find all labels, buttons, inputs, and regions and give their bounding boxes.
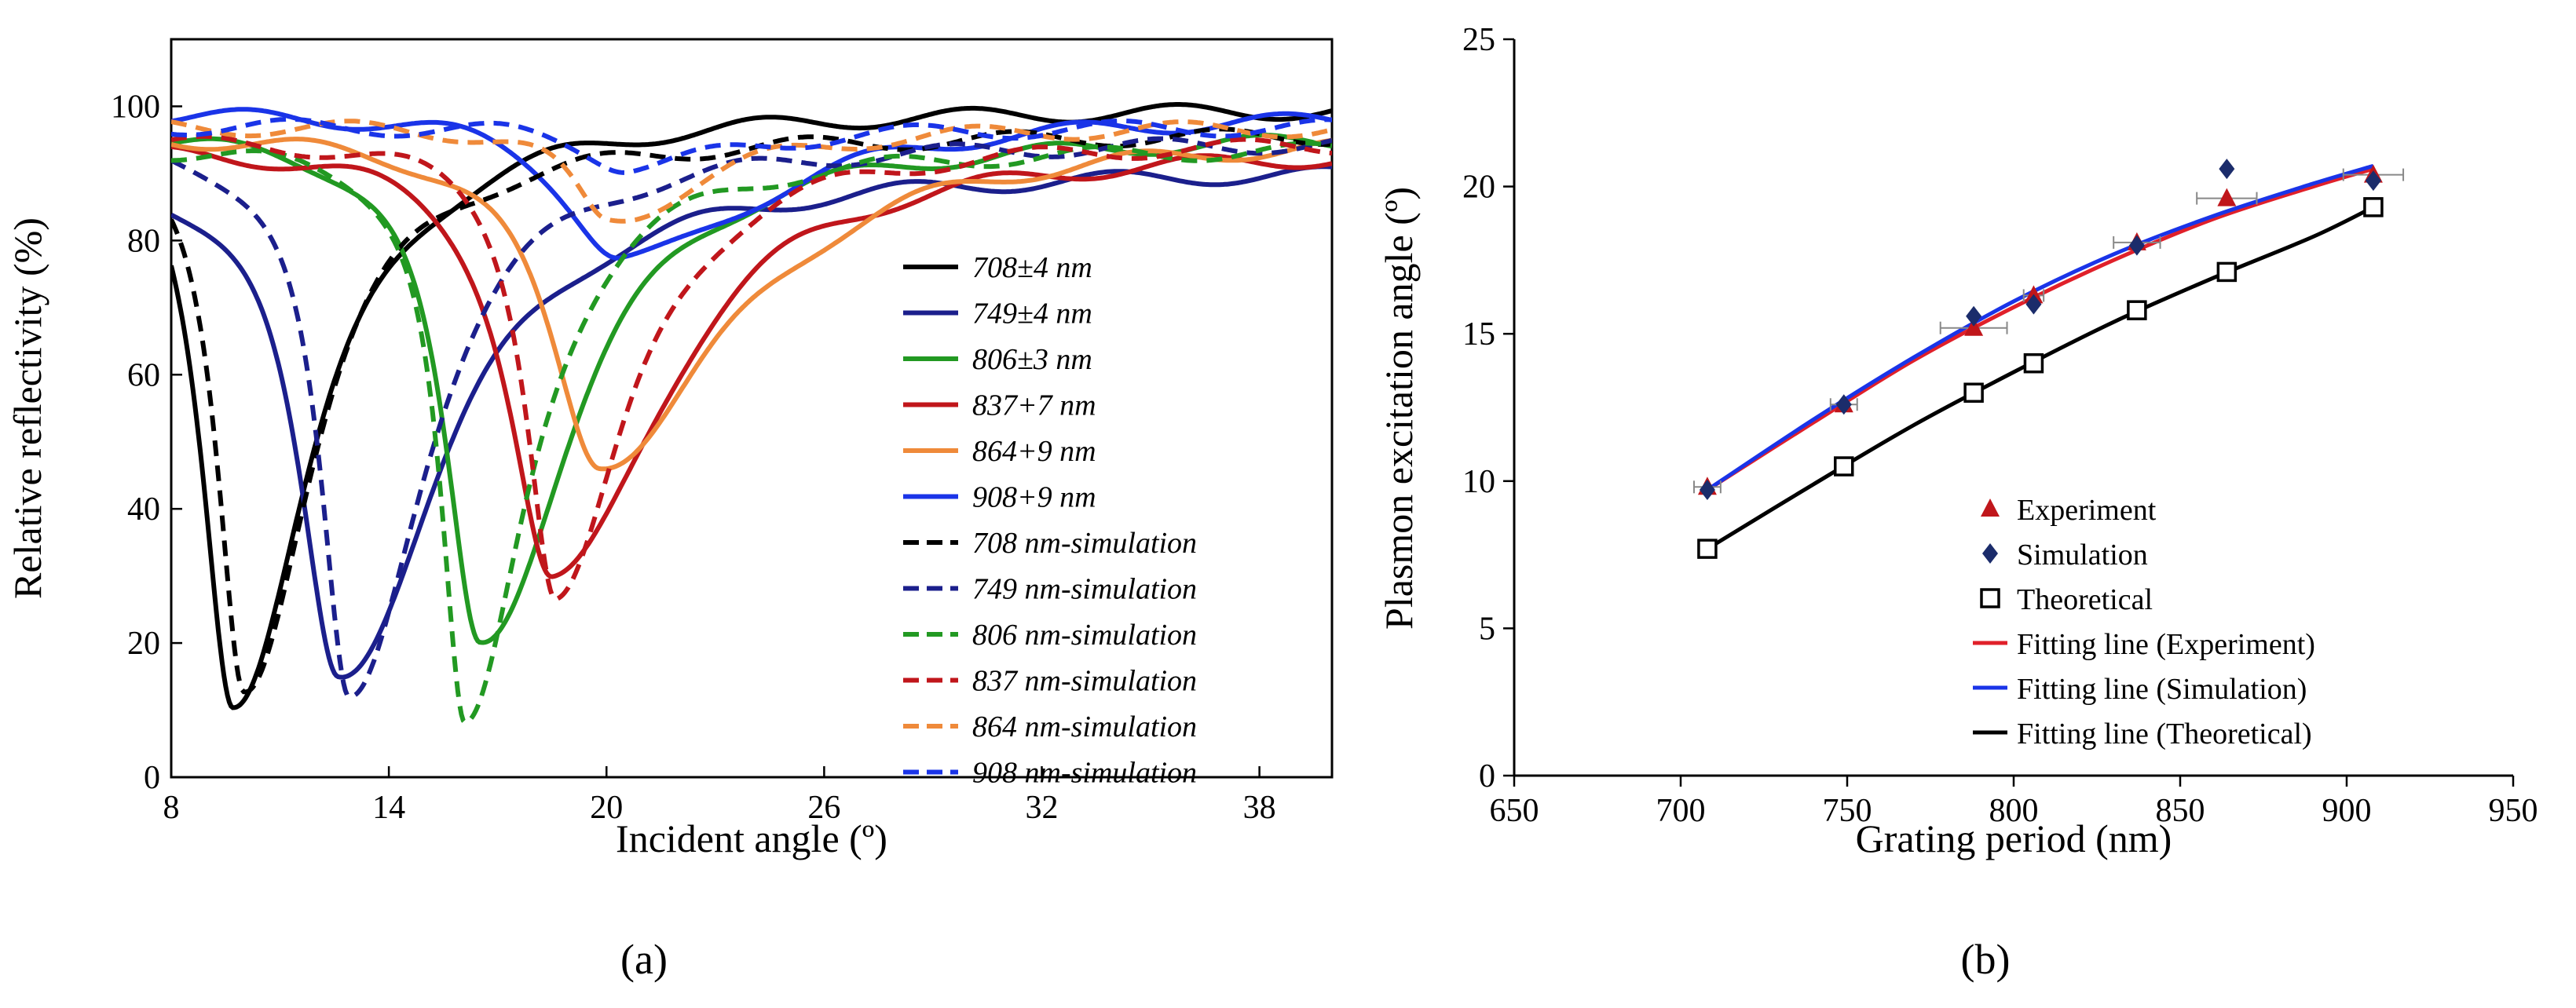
- legend-label-b: Theoretical: [2017, 583, 2153, 616]
- data-point-b-1: [2217, 188, 2237, 206]
- data-point-b-2: [2128, 235, 2145, 256]
- series-line-a-4: [171, 144, 1332, 579]
- legend-label-a: 749±4 nm: [972, 298, 1092, 331]
- x-axis-label-a: Incident angle (º): [616, 816, 887, 860]
- panel-a: 8 14 20 26 32 38 0 20 40 60 80 100 708±4 nm 749±4 nm…: [5, 38, 1334, 983]
- data-point-b-3: [2363, 197, 2384, 217]
- series-line-a-2: [171, 164, 1332, 680]
- series-line-a-10: [171, 133, 1332, 602]
- y-tick-label-a: 0: [144, 760, 160, 796]
- legend-label-b: Fitting line (Experiment): [2017, 628, 2315, 661]
- data-point-b-2: [1699, 480, 1715, 501]
- x-tick-label-b: 700: [1656, 793, 1706, 829]
- y-tick-label-a: 100: [111, 89, 160, 125]
- x-tick-label-b: 900: [2322, 793, 2372, 829]
- legend-marker-b: [1981, 499, 2000, 517]
- x-tick-label-a: 8: [163, 790, 180, 826]
- x-tick-label-a: 26: [807, 790, 840, 826]
- series-line-a-8: [171, 136, 1332, 699]
- x-tick-label-a: 20: [590, 790, 623, 826]
- panel-b: 650 700 750 800 850 900 950 0 5 10 15 20 25 Experime…: [1377, 22, 2538, 983]
- data-point-b-2: [1966, 305, 1982, 327]
- x-tick-label-a: 32: [1026, 790, 1059, 826]
- data-point-b-3: [1963, 382, 1984, 403]
- legend-label-a: 908 nm-simulation: [972, 757, 1197, 790]
- legend-label-a: 864 nm-simulation: [972, 710, 1197, 743]
- legend-label-a: 708±4 nm: [972, 251, 1092, 284]
- data-point-b-3: [1697, 539, 1718, 559]
- data-point-b-3: [1834, 456, 1854, 477]
- x-tick-label-a: 14: [372, 790, 405, 826]
- y-tick-label-b: 25: [1462, 22, 1495, 58]
- x-tick-label-b: 650: [1490, 793, 1539, 829]
- y-tick-label-a: 20: [127, 626, 160, 662]
- data-point-b-2: [1835, 394, 1852, 415]
- x-tick-label-b: 850: [2156, 793, 2205, 829]
- legend-b: Experiment Simulation Theoretical Fitting l…: [1973, 494, 2315, 751]
- panel-label-b: (b): [1961, 936, 2011, 983]
- legend-label-a: 708 nm-simulation: [972, 527, 1197, 560]
- legend-label-b: Fitting line (Simulation): [2017, 673, 2307, 706]
- y-tick-label-b: 0: [1479, 758, 1495, 794]
- y-axis-label-b: Plasmon excitation angle (º): [1377, 187, 1421, 630]
- legend-label-b: Fitting line (Theoretical): [2017, 718, 2312, 751]
- data-point-b-3: [2127, 300, 2147, 320]
- x-tick-label-b: 800: [1989, 793, 2039, 829]
- series-line-a-7: [171, 126, 1332, 695]
- series-line-a-12: [171, 116, 1332, 175]
- ticks-b: 650 700 750 800 850 900 950 0 5 10 15 20 25: [1462, 22, 2538, 829]
- y-tick-label-b: 10: [1462, 464, 1495, 500]
- ticks-a: 8 14 20 26 32 38 0 20 40 60 80 100: [111, 89, 1276, 826]
- legend-label-a: 837+7 nm: [972, 389, 1096, 422]
- legend-label-b: Simulation: [2017, 539, 2148, 572]
- legend-marker-b: [1982, 543, 1998, 564]
- x-tick-label-a: 38: [1243, 790, 1276, 826]
- data-point-b-2: [2219, 159, 2235, 180]
- data-point-b-3: [2023, 352, 2044, 374]
- plot-frame-a: [170, 38, 1334, 779]
- x-tick-label-b: 750: [1823, 793, 1872, 829]
- y-tick-label-b: 15: [1462, 316, 1495, 352]
- legend-label-a: 806±3 nm: [972, 343, 1092, 376]
- points-b: [1692, 159, 2405, 559]
- legend-label-b: Experiment: [2017, 494, 2157, 527]
- legend-label-a: 837 nm-simulation: [972, 665, 1197, 698]
- series-line-a-1: [171, 102, 1332, 710]
- series-line-a-11: [171, 119, 1332, 224]
- legend-label-a: 864+9 nm: [972, 435, 1096, 468]
- y-tick-label-a: 80: [127, 223, 160, 259]
- data-point-b-2: [2025, 294, 2042, 315]
- legend-label-a: 806 nm-simulation: [972, 619, 1197, 652]
- fit-line-b-2: [1706, 163, 2374, 492]
- x-axis-label-b: Grating period (nm): [1856, 816, 2172, 860]
- legend-label-a: 908+9 nm: [972, 481, 1096, 514]
- data-point-b-3: [2216, 261, 2238, 283]
- legend-a: 708±4 nm 749±4 nm 806±3 nm 837+7 nm 864+9 nm…: [903, 251, 1197, 790]
- data-point-b-2: [2365, 170, 2381, 192]
- data-point-b-1: [1964, 317, 1984, 336]
- y-tick-label-b: 5: [1479, 611, 1495, 647]
- y-tick-label-b: 20: [1462, 170, 1495, 206]
- y-axis-label-a: Relative reflectivity (%): [5, 217, 49, 599]
- y-tick-label-a: 40: [127, 491, 160, 528]
- curves-a: [171, 102, 1332, 725]
- y-tick-label-a: 60: [127, 357, 160, 393]
- panel-label-a: (a): [620, 936, 668, 983]
- series-line-a-9: [171, 141, 1332, 725]
- legend-label-a: 749 nm-simulation: [972, 573, 1197, 606]
- fit-line-b-1: [1706, 166, 2374, 492]
- x-tick-label-b: 950: [2489, 793, 2538, 829]
- legend-marker-b: [1980, 588, 2000, 608]
